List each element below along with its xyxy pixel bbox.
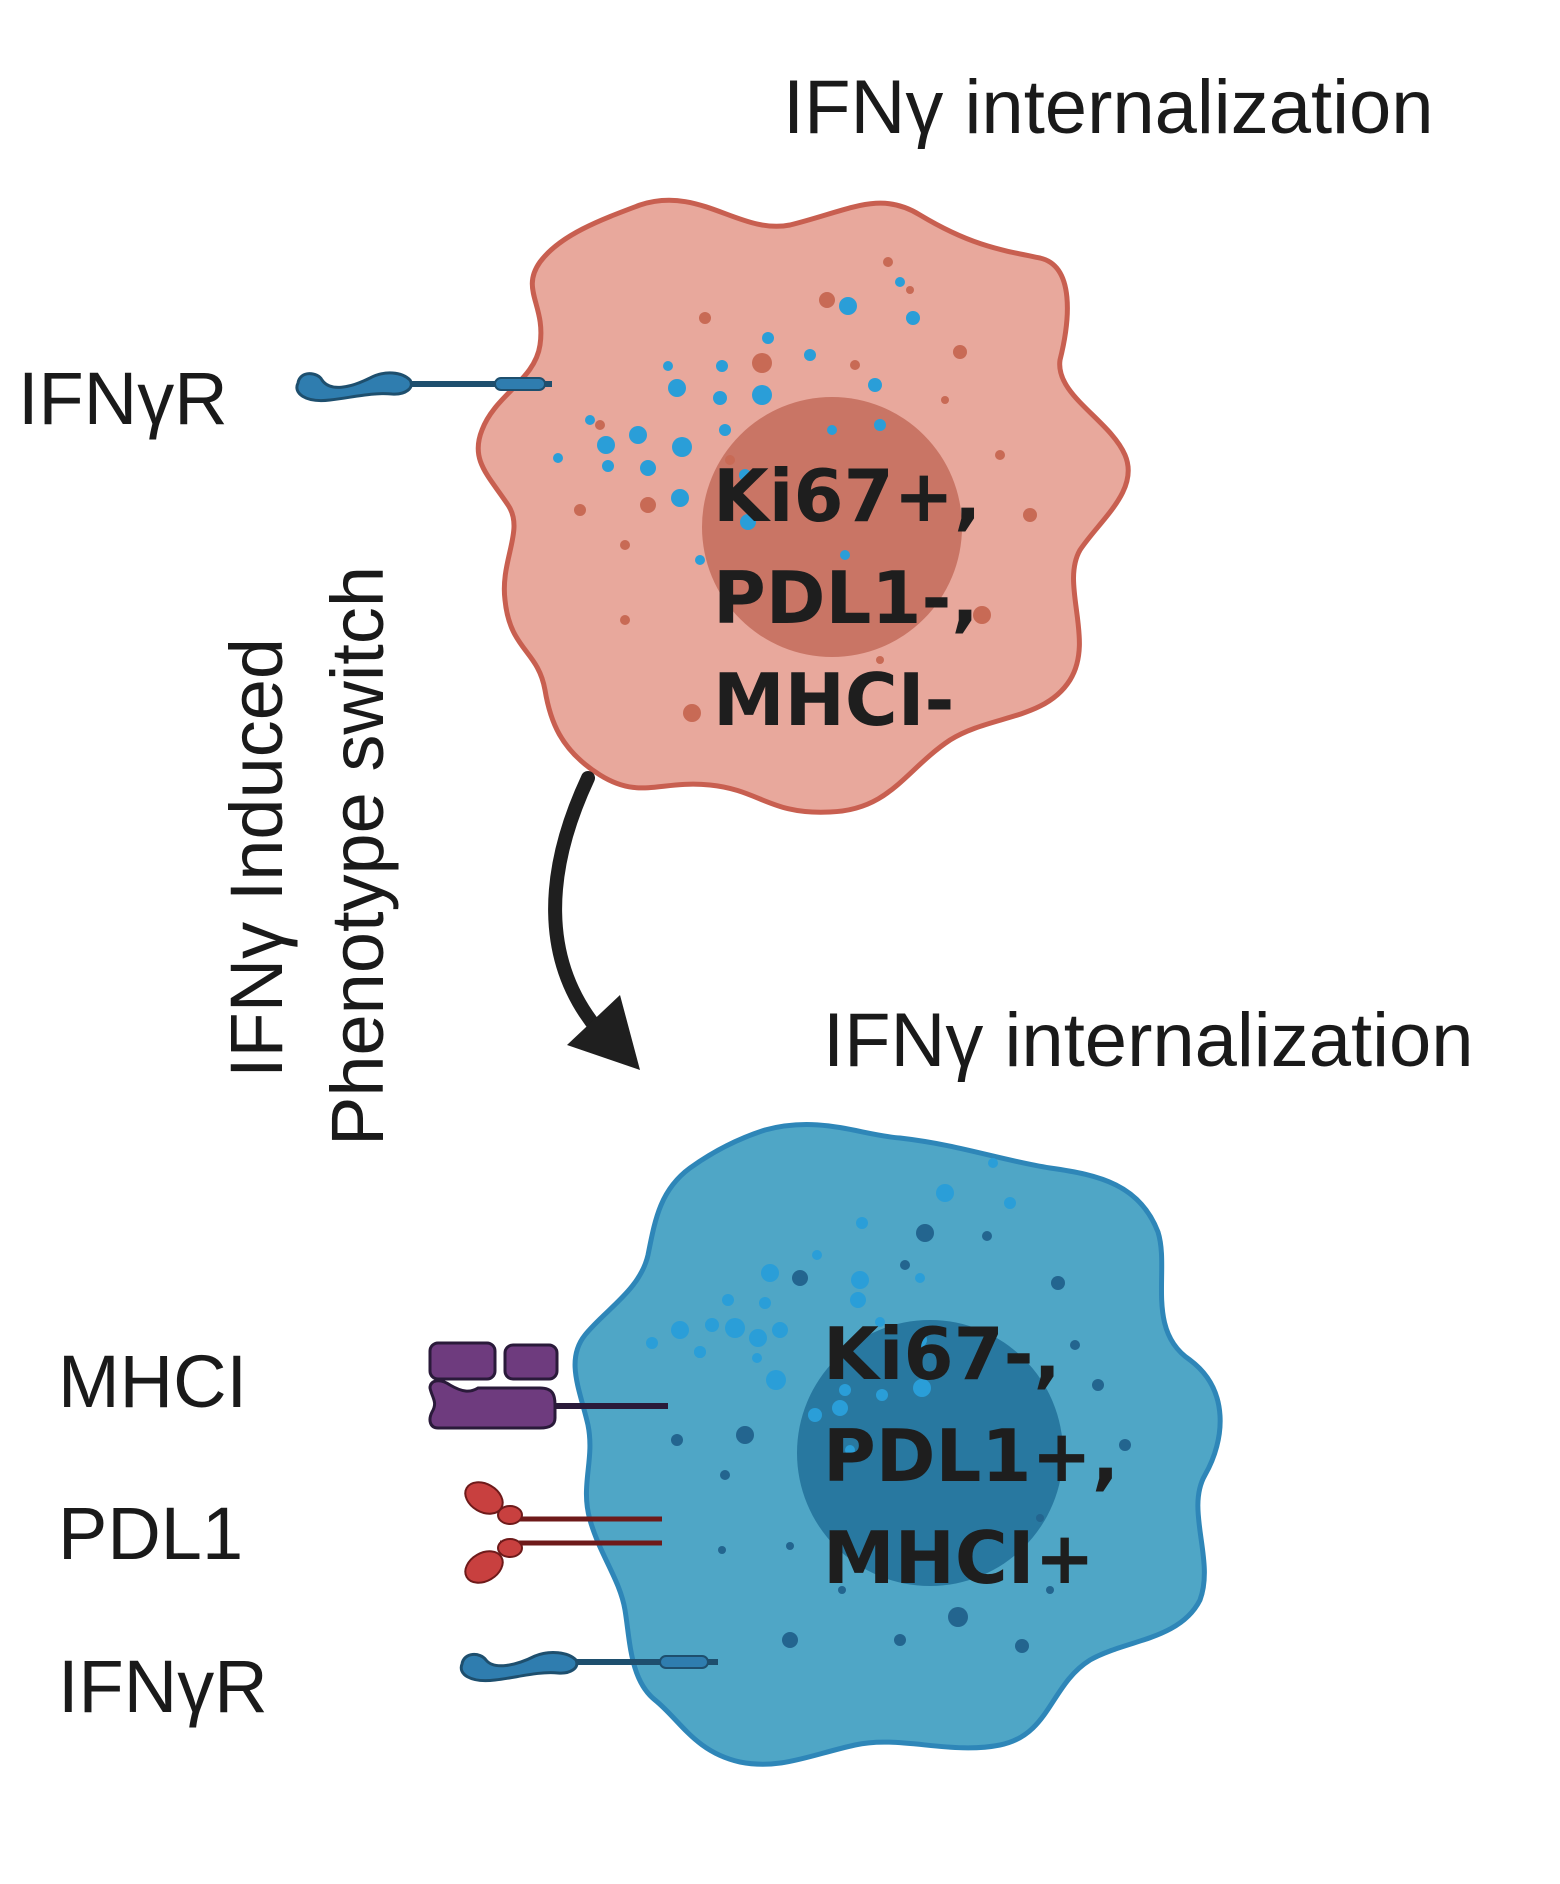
pdl1-label: PDL1: [58, 1492, 244, 1575]
bottom-ifngr-label: IFNγR: [58, 1645, 268, 1728]
bottom-cell-title: IFNγ internalization: [823, 998, 1474, 1083]
bottom-cell: [428, 1122, 1223, 1767]
top-marker-ki67: Ki67+,: [713, 454, 982, 538]
mhci-receptor: [428, 1341, 668, 1430]
top-cell-title: IFNγ internalization: [783, 65, 1434, 150]
mhci-label: MHCI: [58, 1340, 248, 1423]
top-cell-nucleus: [702, 397, 962, 657]
bottom-cell-nucleus: [797, 1320, 1063, 1586]
transition-label-line1: IFNγ Induced: [215, 637, 298, 1079]
bottom-marker-pdl1: PDL1+,: [823, 1414, 1120, 1498]
ifngr-receptor-top: [295, 371, 552, 403]
top-cell: [295, 197, 1131, 815]
bottom-cell-ifng-particles: [646, 1158, 1016, 1455]
phenotype-switch-arrow: [548, 771, 640, 1070]
ifngr-receptor-bottom: [459, 1651, 718, 1683]
top-ifngr-label: IFNγR: [18, 357, 228, 440]
pdl1-receptors: [464, 1481, 662, 1584]
bottom-cell-organelles: [671, 1224, 1131, 1653]
top-cell-marker-list: Ki67+, PDL1-, MHCI-: [713, 445, 981, 751]
transition-label-line2: Phenotype switch: [316, 565, 399, 1147]
bottom-marker-mhci: MHCI+: [823, 1516, 1095, 1600]
top-cell-organelles: [574, 257, 1037, 722]
top-cell-ifng-particles: [553, 277, 920, 565]
bottom-cell-marker-list: Ki67-, PDL1+, MHCI+: [823, 1303, 1119, 1609]
top-marker-mhci: MHCI-: [713, 658, 955, 742]
bottom-marker-ki67: Ki67-,: [823, 1312, 1061, 1396]
top-marker-pdl1: PDL1-,: [713, 556, 979, 640]
